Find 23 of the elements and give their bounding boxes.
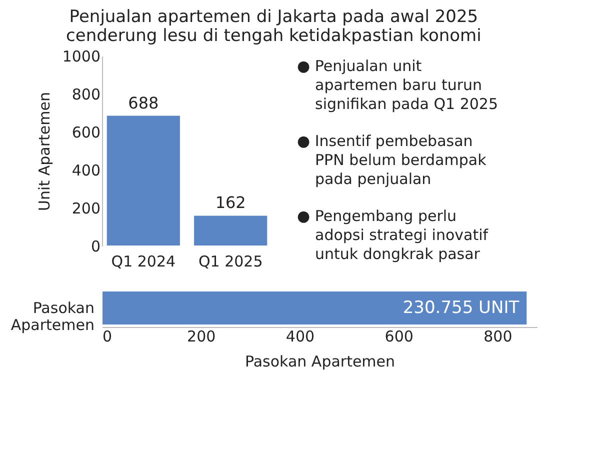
chart-title: Penjualan apartemen di Jakarta pada awal 2025 cenderung lesu di tengah ketidakpastian konomi [66, 7, 482, 46]
data-label: 688 [128, 93, 159, 112]
data-label: 162 [215, 193, 246, 212]
x-tick-label: 600 [384, 328, 414, 346]
annotation: 230.755 UNIT [402, 298, 520, 318]
x-tick-label: 400 [286, 328, 315, 346]
x-axis-title: Pasokan Apartemen [244, 352, 396, 370]
y-tick-label: 800 [72, 86, 100, 104]
y-tick-label: 600 [72, 124, 100, 142]
x-tick-label: 800 [484, 328, 512, 346]
y-tick-label: 200 [72, 200, 100, 218]
text: ● Penjualan unit apartemen baru turun signifikan pada Q1 2025 [297, 57, 498, 113]
x-tick-label: 0 [102, 328, 112, 346]
text: ● Insentif pembebasan PPN belum berdampak pada penjualan [297, 132, 487, 188]
y-tick-label: 0 [90, 238, 100, 256]
x-tick-label: Q1 2025 [198, 252, 263, 270]
y-tick-label: 1000 [62, 48, 100, 66]
y-tick-label: Pasokan Apartemen [10, 299, 94, 334]
text: ● Pengembang perlu adopsi strategi inovatif untuk dongkrak pasar [297, 207, 489, 263]
y-axis-title: Unit Apartemen [35, 92, 54, 211]
x-tick-label: Q1 2024 [111, 252, 176, 270]
y-tick-label: 400 [72, 162, 100, 180]
x-tick-label: 200 [187, 328, 216, 346]
